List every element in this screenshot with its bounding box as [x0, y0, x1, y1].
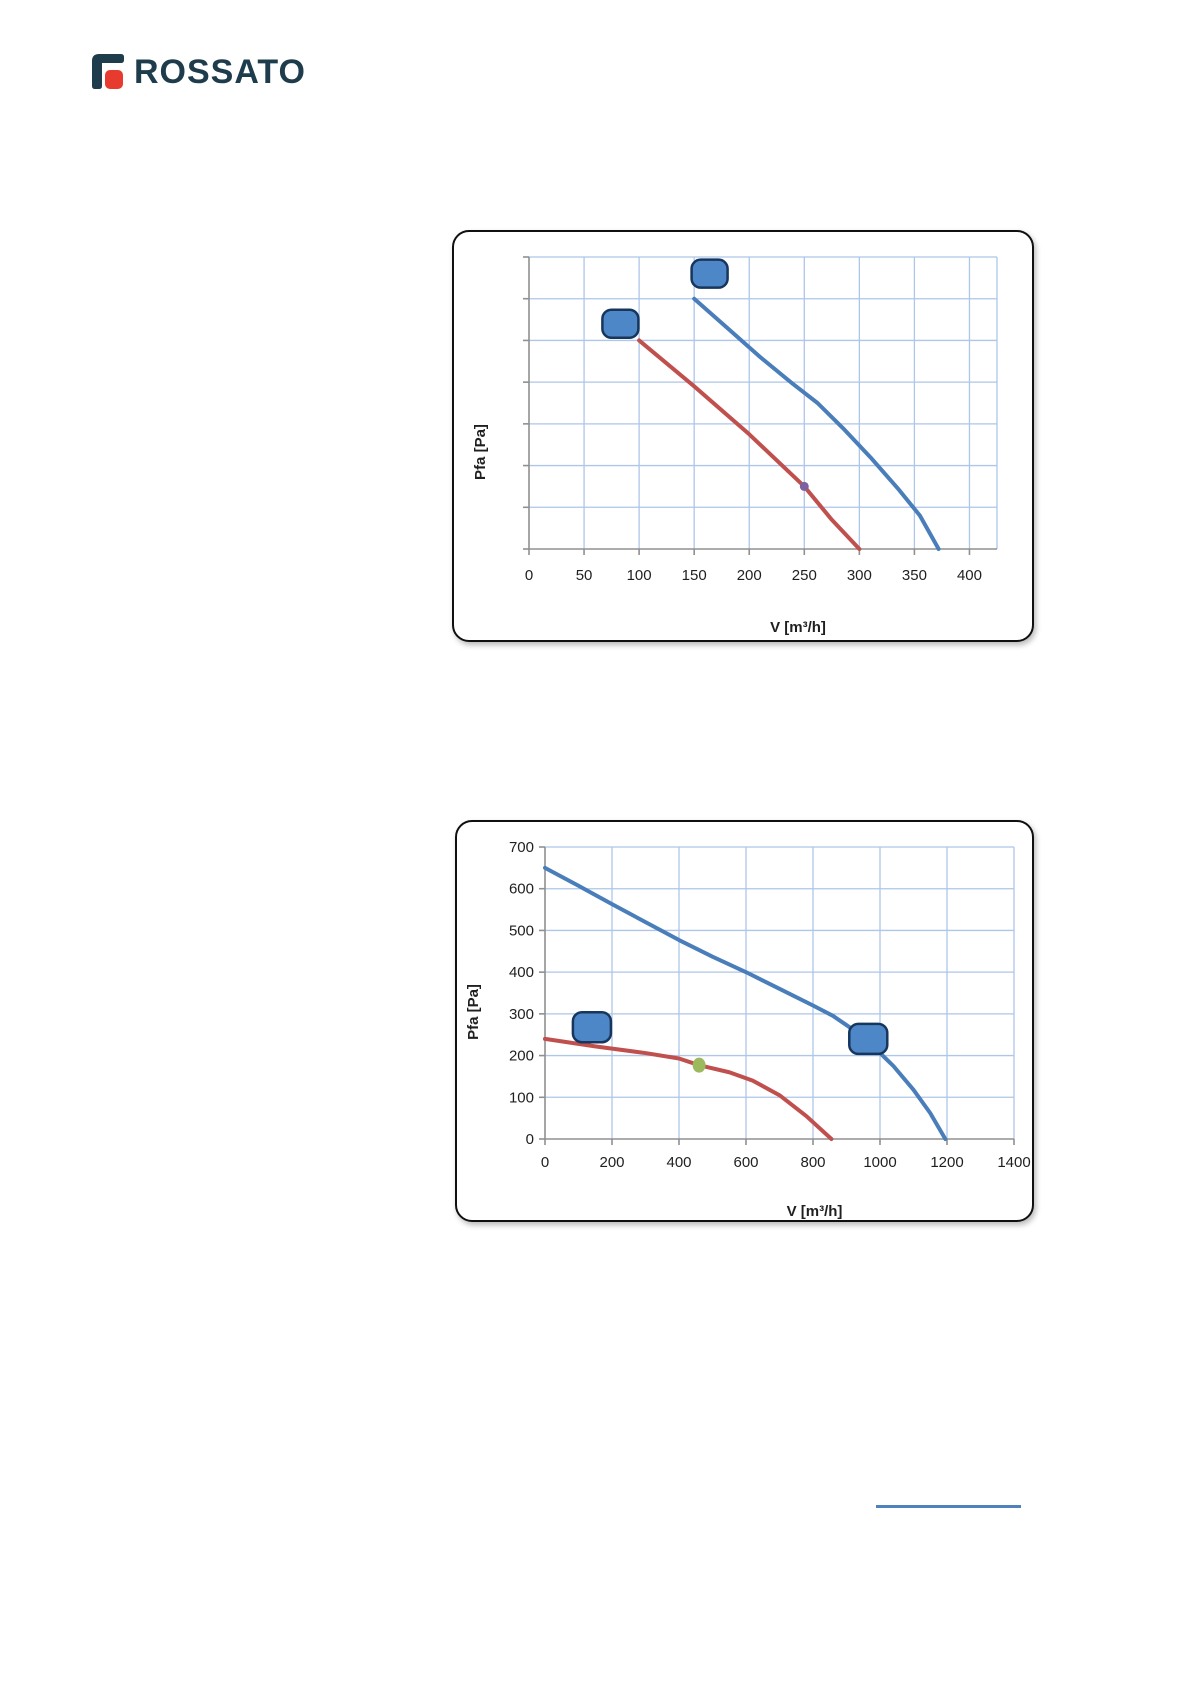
y-tick-label: 500	[509, 922, 534, 939]
x-tick-label: 800	[800, 1154, 825, 1171]
high-speed-curve	[543, 865, 948, 1141]
high-speed-curve	[692, 296, 941, 551]
x-tick-label: 400	[957, 567, 982, 584]
y-tick-label: 0	[526, 1131, 534, 1148]
x-axis-title: V [m³/h]	[787, 1203, 843, 1220]
x-tick-label: 0	[541, 1154, 549, 1171]
y-tick-label: 200	[509, 1048, 534, 1065]
x-axis-title: V [m³/h]	[770, 619, 826, 636]
y-axis-title: Pfa [Pa]	[465, 984, 482, 1040]
operating-point-marker	[799, 481, 809, 491]
fan-curve-chart-2-frame: 0 200 400 600 800 1000 1200 1400 0 100 200 300 400 50…	[455, 820, 1034, 1222]
y-tick-label: 700	[509, 839, 534, 856]
fan-curve-chart-2: 0 200 400 600 800 1000 1200 1400 0 100 200 300 400 50…	[465, 839, 1031, 1220]
fan-curve-chart-1: 0 50 100 150 200 250 300 350 400 V [m³/h] Pfa [Pa]	[472, 256, 998, 636]
curve-label-badge	[571, 1010, 613, 1044]
footer-link-underline[interactable]	[876, 1505, 1021, 1508]
rossato-logo: ROSSATO	[92, 54, 306, 90]
x-tick-label: 150	[682, 567, 707, 584]
x-tick-label: 400	[666, 1154, 691, 1171]
x-tick-label: 1000	[863, 1154, 896, 1171]
x-tick-label: 1200	[930, 1154, 963, 1171]
y-tick-label: 400	[509, 964, 534, 981]
y-tick-label: 100	[509, 1089, 534, 1106]
fan-curve-chart-1-frame: 0 50 100 150 200 250 300 350 400 V [m³/h] Pfa [Pa]	[452, 230, 1034, 642]
x-tick-label: 250	[792, 567, 817, 584]
x-tick-label: 1400	[997, 1154, 1030, 1171]
rossato-logo-icon	[92, 54, 124, 89]
logo-wordmark: ROSSATO	[134, 53, 306, 91]
x-tick-label: 600	[733, 1154, 758, 1171]
y-axis-title: Pfa [Pa]	[472, 424, 489, 480]
x-tick-label: 200	[737, 567, 762, 584]
x-tick-label: 200	[599, 1154, 624, 1171]
x-tick-label: 350	[902, 567, 927, 584]
curve-label-badge	[601, 308, 640, 339]
low-speed-curve	[543, 1036, 834, 1141]
x-tick-label: 0	[525, 567, 533, 584]
y-tick-label: 600	[509, 881, 534, 898]
curve-label-badge	[690, 258, 729, 289]
x-tick-label: 50	[576, 567, 593, 584]
x-tick-label: 100	[627, 567, 652, 584]
operating-point-marker	[692, 1057, 706, 1073]
low-speed-curve	[637, 338, 862, 551]
y-tick-label: 300	[509, 1006, 534, 1023]
curve-label-badge	[848, 1022, 889, 1056]
x-tick-label: 300	[847, 567, 872, 584]
